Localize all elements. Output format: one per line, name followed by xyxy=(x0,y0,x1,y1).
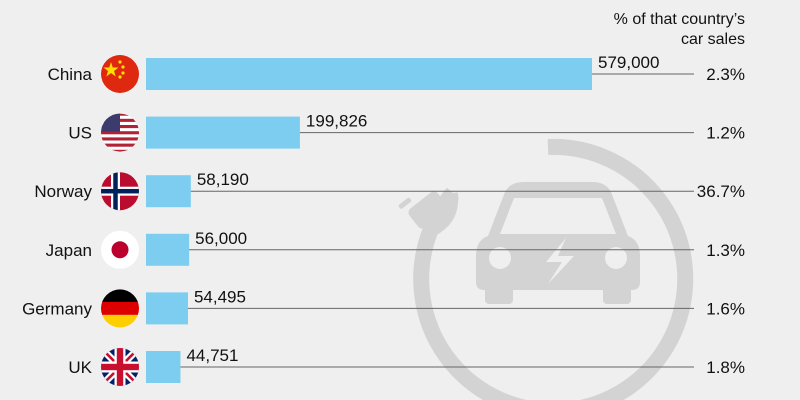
share-label-norway: 36.7% xyxy=(697,182,745,201)
bar-norway xyxy=(146,175,191,208)
share-header-line-2: car sales xyxy=(681,31,745,48)
bar-us xyxy=(146,116,300,149)
country-label-germany: Germany xyxy=(22,299,92,318)
share-label-japan: 1.3% xyxy=(706,241,745,260)
value-label-us: 199,826 xyxy=(306,112,367,131)
country-label-norway: Norway xyxy=(34,182,92,201)
norway-flag-icon xyxy=(101,172,139,211)
country-label-china: China xyxy=(48,65,93,84)
country-label-japan: Japan xyxy=(46,241,92,260)
value-label-germany: 54,495 xyxy=(194,287,246,306)
bar-germany xyxy=(146,292,188,325)
germany-flag-icon xyxy=(101,289,139,328)
uk-flag-icon xyxy=(100,347,140,387)
value-label-japan: 56,000 xyxy=(195,229,247,248)
country-label-us: US xyxy=(68,124,92,143)
share-label-germany: 1.6% xyxy=(706,299,745,318)
share-header-line-1: % of that country’s xyxy=(614,11,745,28)
electric-car-plug-icon xyxy=(398,138,694,400)
share-label-uk: 1.8% xyxy=(706,358,745,377)
share-label-china: 2.3% xyxy=(706,65,745,84)
value-label-china: 579,000 xyxy=(598,53,659,72)
china-flag-icon xyxy=(101,55,139,93)
country-label-uk: UK xyxy=(68,358,92,377)
share-label-us: 1.2% xyxy=(706,124,745,143)
bar-japan xyxy=(146,233,190,266)
bar-china xyxy=(146,58,592,90)
value-label-uk: 44,751 xyxy=(186,346,238,365)
bar-uk xyxy=(146,351,181,383)
us-flag-icon xyxy=(101,113,139,152)
value-label-norway: 58,190 xyxy=(197,170,249,189)
japan-flag-icon xyxy=(101,230,139,269)
